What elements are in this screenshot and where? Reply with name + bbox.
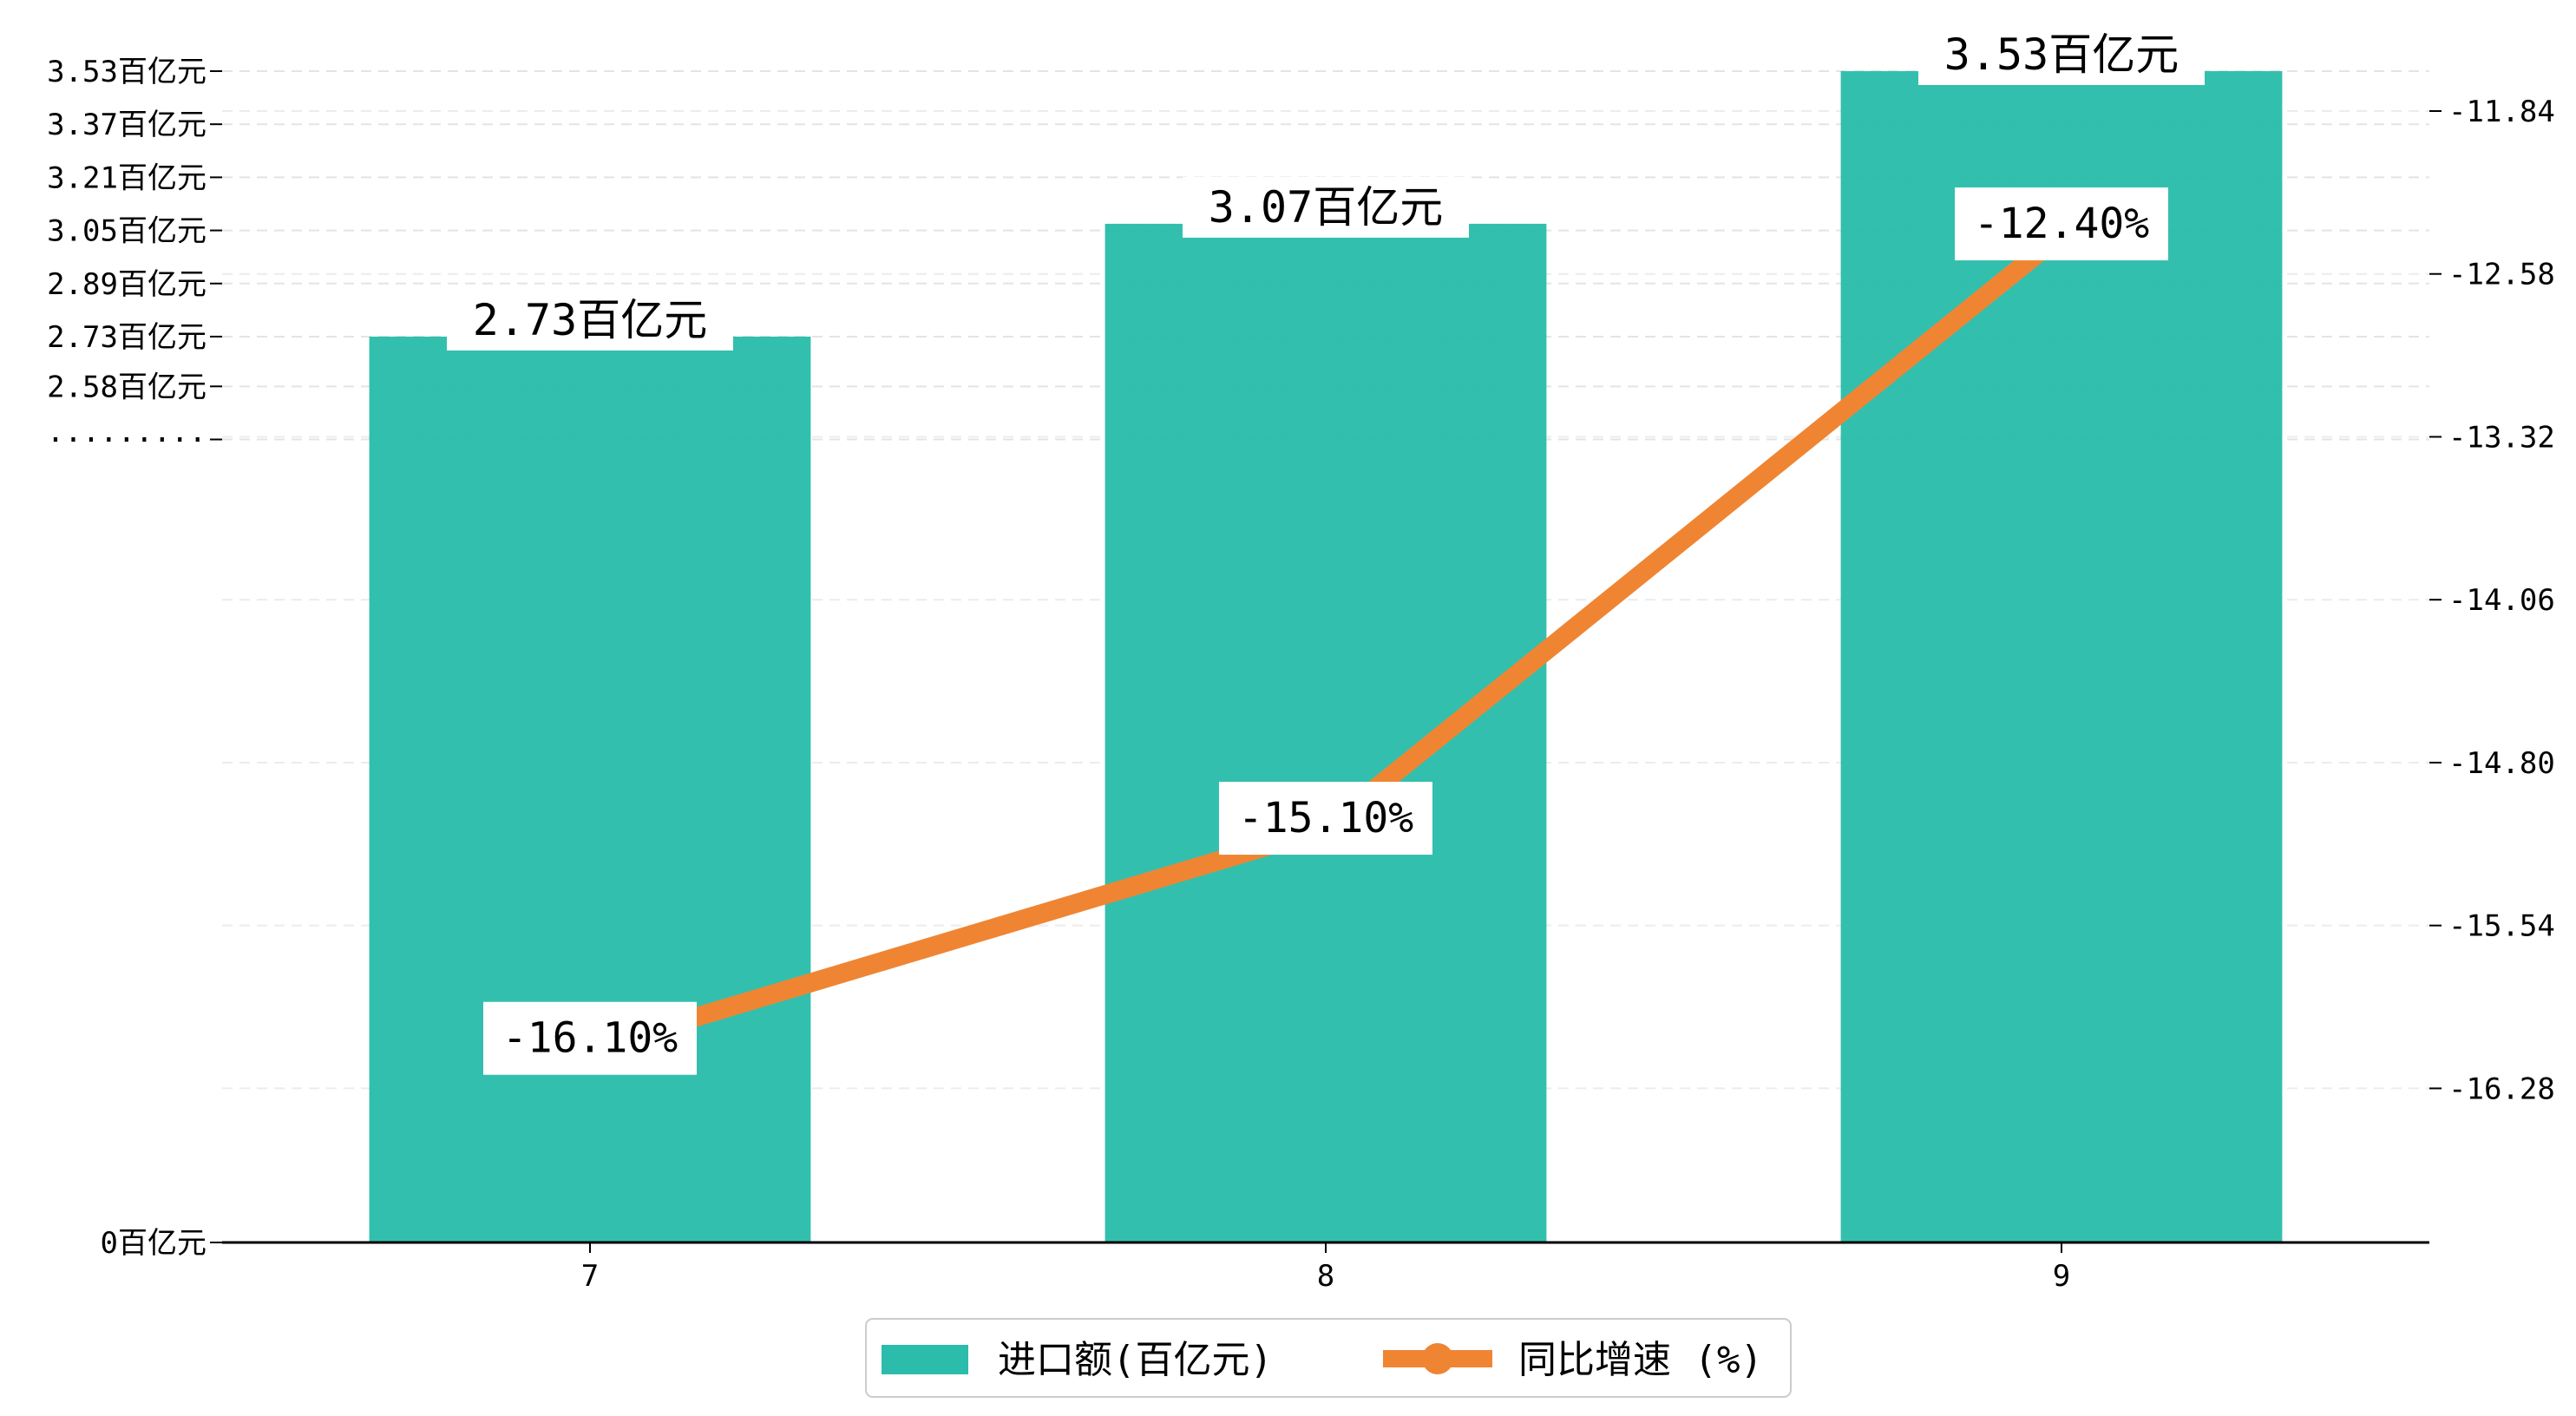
bar-label-box — [447, 289, 733, 351]
legend-marker — [1422, 1343, 1453, 1374]
y-right-tick-label: -16.28 — [2448, 1072, 2555, 1106]
bar-label: 2.73百亿元 — [473, 295, 707, 345]
line-label: -15.10% — [1238, 794, 1413, 842]
bar — [369, 336, 811, 1243]
x-tick-label: 9 — [2053, 1259, 2070, 1294]
y-left-tick-label: 3.53百亿元 — [47, 55, 206, 89]
y-left-tick-label: ········· — [47, 423, 206, 458]
y-right-tick-label: -11.84 — [2448, 95, 2555, 129]
legend-box — [865, 1318, 1792, 1398]
x-tick-label: 7 — [581, 1259, 599, 1294]
y-right-tick-label: -13.32 — [2448, 420, 2555, 455]
axes: 7 8 9 0百亿元 ········· 2.58百亿元 2.73百亿元 2.89百亿元 3.0… — [47, 55, 2555, 1294]
bar-series — [369, 71, 2283, 1243]
data-labels: 2.73百亿元 3.07百亿元 3.53百亿元 -16.10% -15.10% -12.4… — [447, 24, 2205, 1075]
legend-label-bar: 进口额(百亿元) — [998, 1338, 1273, 1382]
line-label-box — [483, 1001, 697, 1075]
y-left-tick-label: 3.21百亿元 — [47, 161, 206, 195]
line-label: -16.10% — [502, 1014, 678, 1063]
bar — [1840, 71, 2283, 1242]
line-label: -12.40% — [1974, 200, 2149, 248]
legend: 进口额(百亿元) 同比增速 (%) — [865, 1318, 1792, 1398]
legend-swatch-bar — [882, 1345, 968, 1374]
legend-label-line: 同比增速 (%) — [1518, 1338, 1763, 1382]
y-right-tick-label: -12.58 — [2448, 258, 2555, 292]
line-label-box — [1955, 187, 2168, 261]
bar-label-box — [1183, 176, 1469, 238]
y-left-tick-label: 2.58百亿元 — [47, 370, 206, 404]
y-right-tick-label: -14.06 — [2448, 583, 2555, 618]
bar-label-box — [1918, 24, 2205, 85]
y-left-tick-label: 3.05百亿元 — [47, 214, 206, 249]
y-right-tick-label: -14.80 — [2448, 746, 2555, 781]
x-tick-label: 8 — [1317, 1259, 1334, 1294]
y-right-tick-label: -15.54 — [2448, 909, 2555, 944]
line-label-box — [1219, 782, 1432, 856]
y-left-tick-label: 0百亿元 — [101, 1226, 206, 1261]
bar-label: 3.53百亿元 — [1944, 30, 2179, 80]
y-left-tick-label: 2.89百亿元 — [47, 267, 206, 302]
y-left-tick-label: 3.37百亿元 — [47, 108, 206, 142]
bar — [1104, 223, 1547, 1243]
bar-label: 3.07百亿元 — [1209, 182, 1443, 233]
y-left-tick-label: 2.73百亿元 — [47, 320, 206, 355]
